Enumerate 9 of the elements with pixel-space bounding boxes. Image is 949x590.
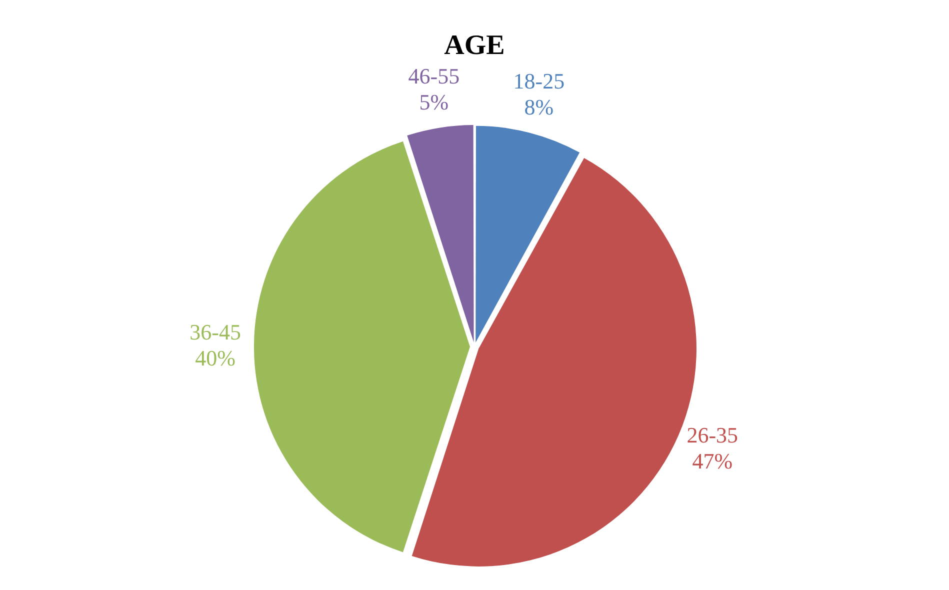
data-label: 40% [195, 346, 236, 371]
slice-label: 18-25 [513, 68, 565, 94]
data-label: 47% [692, 448, 733, 474]
data-label: 8% [524, 94, 554, 120]
slice-label: 46-55 [408, 64, 460, 89]
chart-title: AGE [444, 30, 505, 62]
data-label: 5% [419, 90, 449, 115]
slice-label: 26-35 [686, 422, 738, 448]
slice-label: 36-45 [190, 320, 241, 345]
